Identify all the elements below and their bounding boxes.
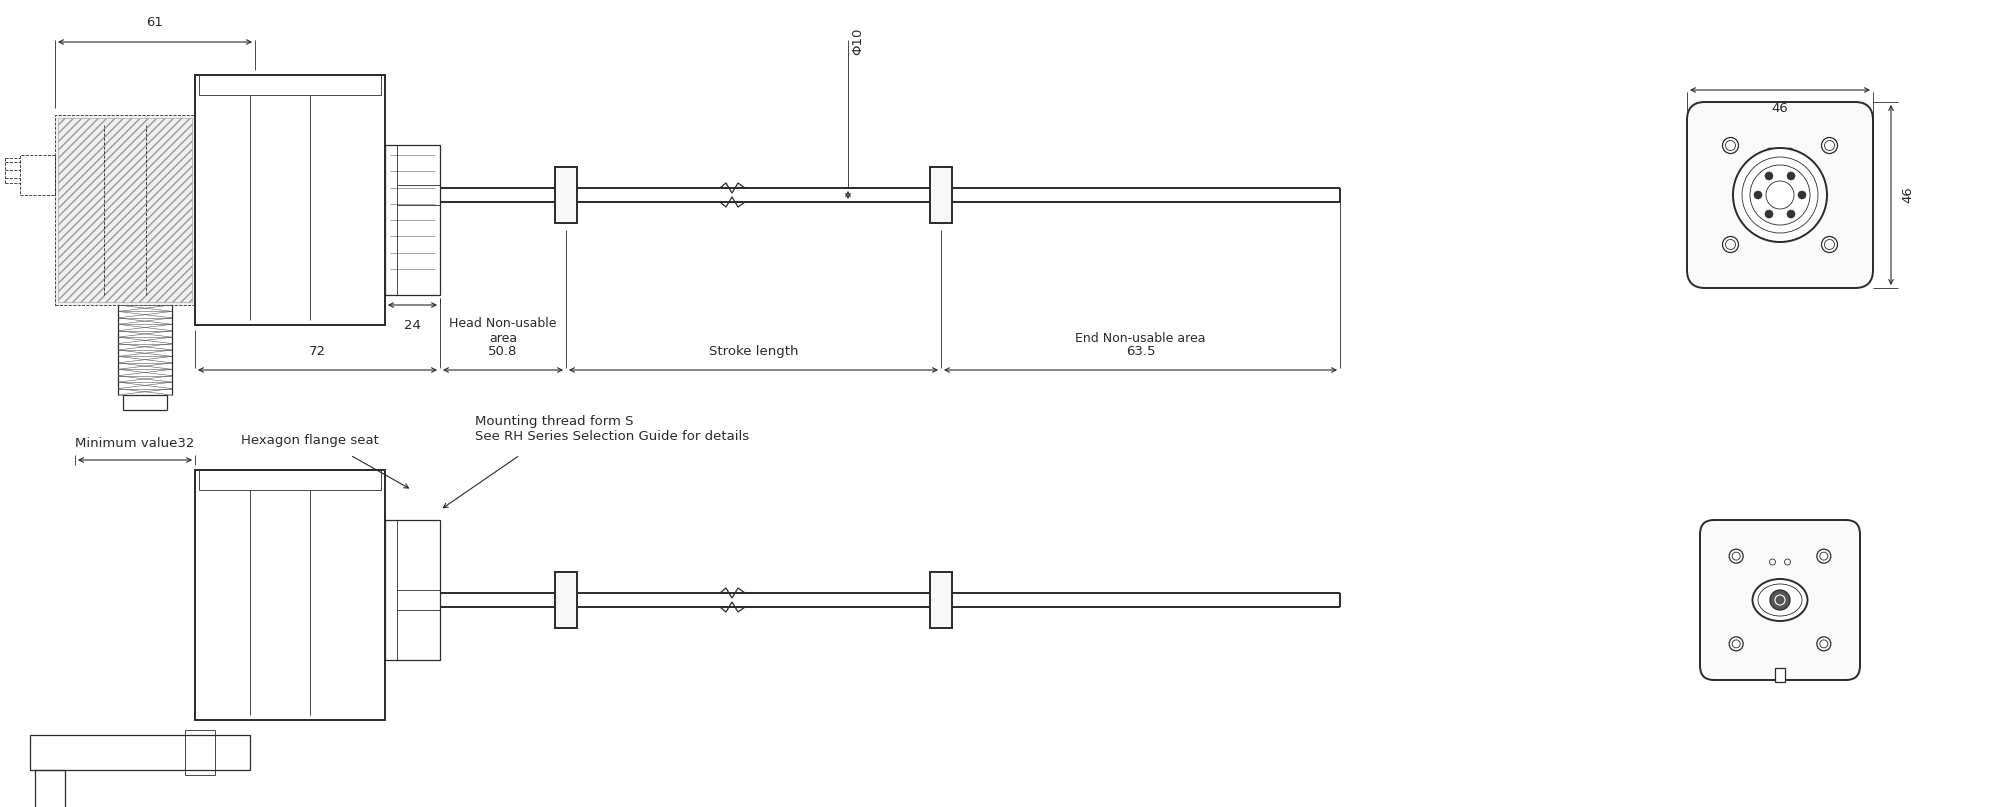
Bar [199, 75, 380, 95]
Text: Φ10: Φ10 [851, 27, 865, 55]
Circle shape [1723, 236, 1739, 253]
Bar [195, 470, 384, 720]
Text: Hexagon flange seat: Hexagon flange seat [241, 434, 378, 447]
Circle shape [1765, 210, 1773, 218]
Text: 24: 24 [404, 319, 420, 332]
Circle shape [1799, 191, 1807, 199]
Bar [58, 118, 191, 302]
Text: 61: 61 [147, 16, 163, 29]
Circle shape [1733, 148, 1827, 242]
Bar [20, 155, 56, 195]
Circle shape [1755, 191, 1763, 199]
FancyBboxPatch shape [1699, 520, 1861, 680]
Text: Stroke length: Stroke length [709, 345, 799, 358]
Circle shape [1821, 137, 1837, 153]
Bar [384, 520, 440, 660]
Bar [56, 115, 195, 305]
Circle shape [1723, 137, 1739, 153]
Circle shape [1817, 549, 1831, 563]
Ellipse shape [1753, 579, 1807, 621]
Circle shape [1765, 172, 1773, 180]
Text: Minimum value32: Minimum value32 [76, 437, 195, 450]
Circle shape [1787, 210, 1795, 218]
Bar [199, 470, 380, 490]
FancyBboxPatch shape [1687, 102, 1872, 288]
Bar [556, 167, 578, 223]
Circle shape [1787, 172, 1795, 180]
Text: 46: 46 [1771, 102, 1789, 115]
Text: 50.8: 50.8 [488, 345, 518, 358]
Text: Mounting thread form S
See RH Series Selection Guide for details: Mounting thread form S See RH Series Sel… [474, 415, 749, 443]
Circle shape [1771, 590, 1791, 610]
Text: 72: 72 [309, 345, 327, 358]
Bar [930, 167, 952, 223]
Circle shape [1821, 236, 1837, 253]
Bar [195, 75, 384, 325]
Bar [930, 572, 952, 628]
Bar [1775, 668, 1785, 682]
Text: 46: 46 [1900, 186, 1914, 203]
Text: Head Non-usable
area: Head Non-usable area [450, 317, 556, 345]
Bar [36, 770, 66, 807]
Bar [185, 730, 215, 775]
Text: 63.5: 63.5 [1125, 345, 1155, 358]
Circle shape [1729, 637, 1743, 650]
Bar [556, 572, 578, 628]
Circle shape [1817, 637, 1831, 650]
Bar [30, 735, 251, 770]
Text: End Non-usable area: End Non-usable area [1076, 332, 1205, 345]
Circle shape [1729, 549, 1743, 563]
Bar [384, 145, 440, 295]
